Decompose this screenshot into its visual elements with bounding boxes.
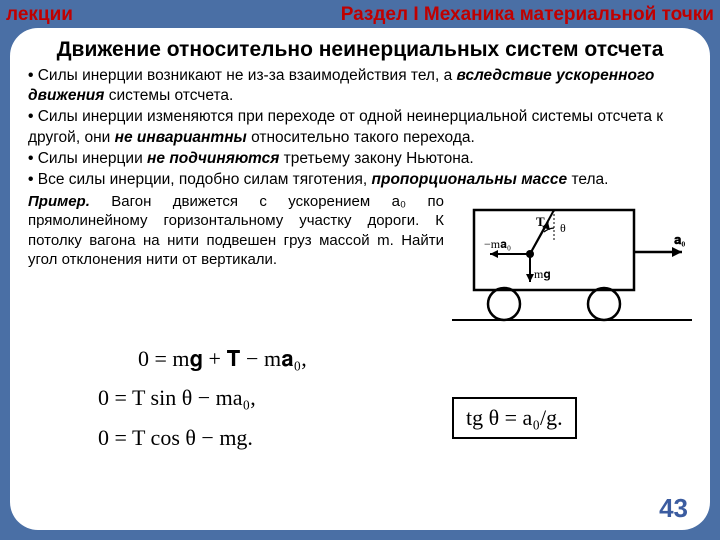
example-label: Пример.: [28, 193, 90, 210]
formula-left: 0 = T sin θ − ma₀, 0 = T cos θ − mg.: [28, 378, 402, 457]
theta-label: θ: [560, 221, 566, 235]
diagram-wrap: θ T −m𝐚₀ m𝐠 𝐚₀: [452, 192, 692, 342]
bullet-item: • Силы инерции изменяются при переходе о…: [28, 107, 692, 147]
bullet-item: • Силы инерции возникают не из-за взаимо…: [28, 66, 692, 106]
page-number: 43: [659, 493, 688, 524]
header-left: лекции: [6, 4, 73, 26]
bullet-text: относительно такого перехода.: [247, 129, 475, 146]
bullet-text: Все силы инерции, подобно силам тяготени…: [38, 171, 372, 188]
t-label: T: [536, 214, 545, 229]
formula-1: 0 = m𝐠 + 𝐓 − m𝐚₀,: [28, 346, 692, 372]
formula-2: 0 = T sin θ − ma₀,: [98, 378, 402, 418]
bullet-em: не инвариантны: [115, 129, 247, 146]
bullet-text: системы отсчета.: [104, 87, 233, 104]
a0-label: 𝐚₀: [674, 232, 685, 247]
bullet-list: • Силы инерции возникают не из-за взаимо…: [28, 66, 692, 190]
ma0-label: −m𝐚₀: [484, 237, 511, 251]
bullet-item: • Силы инерции не подчиняются третьему з…: [28, 149, 692, 169]
bullet-text: Силы инерции: [38, 150, 147, 167]
bullet-text: Силы инерции возникают не из-за взаимоде…: [38, 67, 457, 84]
bullet-text: третьему закону Ньютона.: [279, 150, 473, 167]
example-body: Вагон движется с ускорением a₀ по прямол…: [28, 193, 444, 269]
slide-title: Движение относительно неинерциальных сис…: [28, 38, 692, 62]
header-right: Раздел I Механика материальной точки: [341, 4, 714, 26]
bullet-em: не подчиняются: [147, 150, 279, 167]
wagon-diagram: θ T −m𝐚₀ m𝐠 𝐚₀: [452, 192, 692, 337]
formula-3: 0 = T cos θ − mg.: [98, 418, 402, 458]
bullet-text: тела.: [567, 171, 608, 188]
formula-boxed: tg θ = a₀/g.: [452, 397, 577, 439]
mg-label: m𝐠: [534, 267, 551, 281]
formula-right: tg θ = a₀/g.: [402, 397, 692, 439]
example-text: Пример. Вагон движется с ускорением a₀ п…: [28, 192, 444, 342]
formula-area: 0 = T sin θ − ma₀, 0 = T cos θ − mg. tg …: [28, 378, 692, 457]
content-box: Движение относительно неинерциальных сис…: [10, 28, 710, 530]
bullet-em: пропорциональны массе: [372, 171, 568, 188]
example-row: Пример. Вагон движется с ускорением a₀ п…: [28, 192, 692, 342]
bullet-item: • Все силы инерции, подобно силам тяготе…: [28, 170, 692, 190]
